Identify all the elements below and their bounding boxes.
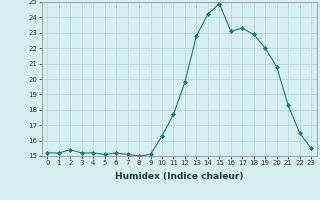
- X-axis label: Humidex (Indice chaleur): Humidex (Indice chaleur): [115, 172, 244, 181]
